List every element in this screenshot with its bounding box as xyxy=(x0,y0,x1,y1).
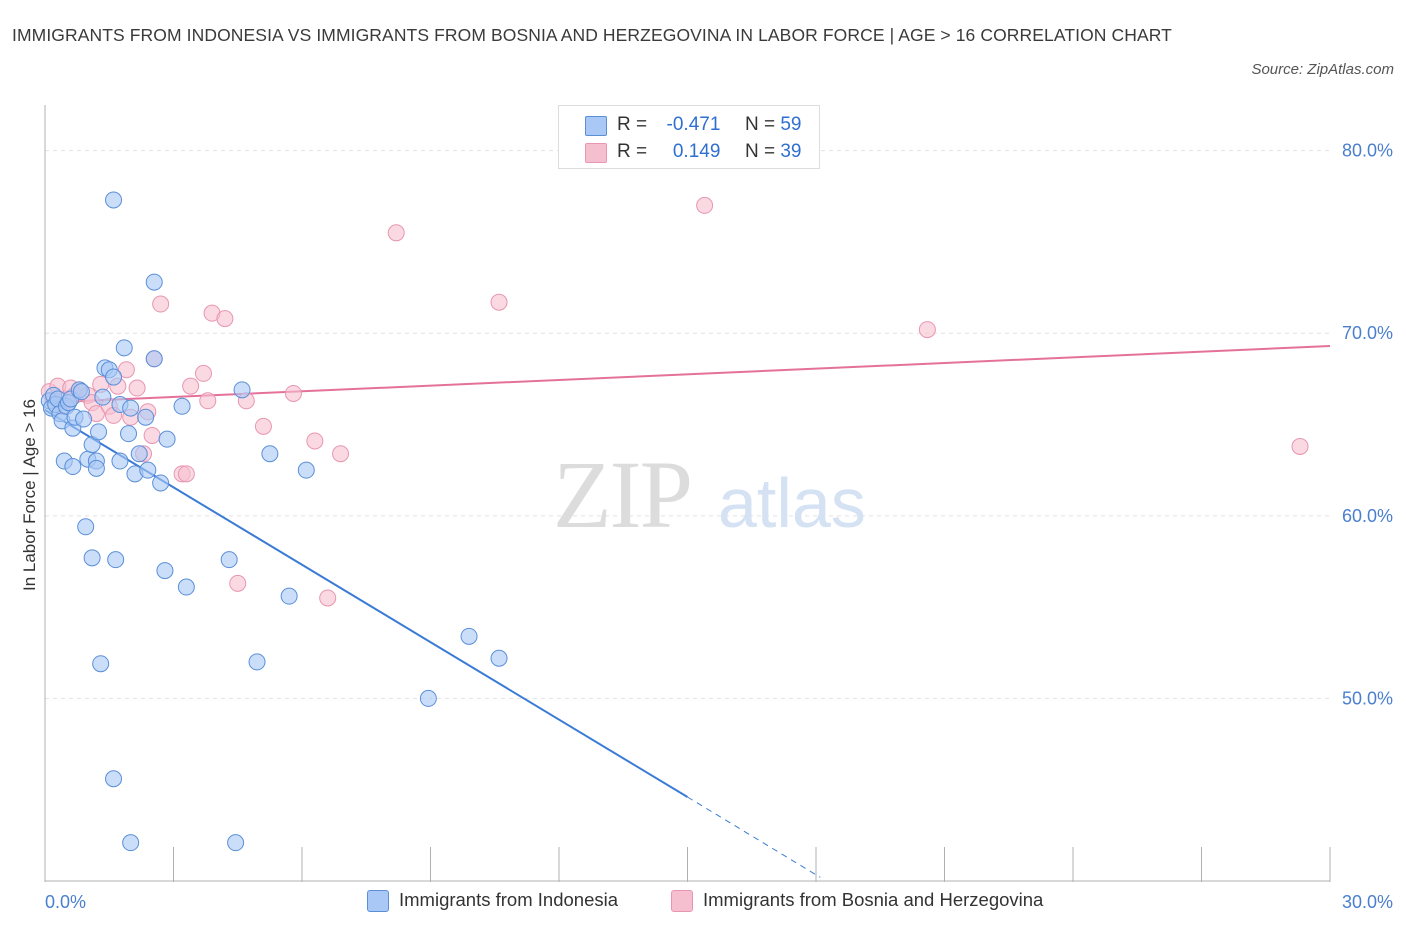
point-indonesia xyxy=(83,549,101,567)
n-label: N = xyxy=(744,141,776,162)
point-bosnia xyxy=(117,361,135,379)
point-indonesia xyxy=(280,587,298,605)
x-tick-label: 0.0% xyxy=(45,892,86,912)
point-indonesia xyxy=(87,459,105,477)
n-label: N = xyxy=(744,114,776,135)
y-tick-label: 80.0% xyxy=(1342,141,1393,161)
point-indonesia xyxy=(77,518,95,536)
point-bosnia xyxy=(216,310,234,328)
point-bosnia xyxy=(306,432,324,450)
r-value: 0.149 xyxy=(672,141,721,162)
point-indonesia xyxy=(130,445,148,463)
point-indonesia xyxy=(460,627,478,645)
point-indonesia xyxy=(227,834,245,852)
point-indonesia xyxy=(158,430,176,448)
point-bosnia xyxy=(332,445,350,463)
point-bosnia xyxy=(387,224,405,242)
watermark: ZIP atlas xyxy=(553,441,866,548)
y-tick-label: 50.0% xyxy=(1342,688,1393,708)
point-indonesia xyxy=(122,834,140,852)
y-tick-label: 70.0% xyxy=(1342,323,1393,343)
r-label: R = xyxy=(617,141,648,162)
n-value: 39 xyxy=(780,141,802,162)
point-bosnia xyxy=(194,364,212,382)
point-indonesia xyxy=(261,445,279,463)
stats-legend: R = -0.471 N = 59 R = 0.149 N = 39 xyxy=(558,105,820,169)
point-indonesia xyxy=(64,458,82,476)
point-bosnia xyxy=(182,377,200,395)
point-bosnia xyxy=(199,392,217,410)
point-indonesia xyxy=(139,461,157,479)
point-indonesia xyxy=(94,388,112,406)
point-indonesia xyxy=(90,423,108,441)
point-indonesia xyxy=(145,350,163,368)
grid-lines xyxy=(45,150,1330,699)
data-points xyxy=(40,191,1309,852)
legend-swatch-pink xyxy=(585,143,607,163)
point-indonesia xyxy=(419,689,437,707)
point-indonesia xyxy=(177,578,195,596)
point-indonesia xyxy=(233,381,251,399)
point-indonesia xyxy=(105,368,123,386)
legend-label: Immigrants from Indonesia xyxy=(399,889,619,910)
point-indonesia xyxy=(105,770,123,788)
point-indonesia xyxy=(115,339,133,357)
point-indonesia xyxy=(105,191,123,209)
point-bosnia xyxy=(918,321,936,339)
point-bosnia xyxy=(128,379,146,397)
point-indonesia xyxy=(173,397,191,415)
legend-swatch-pink xyxy=(671,890,693,912)
point-indonesia xyxy=(107,551,125,569)
legend-swatch-blue xyxy=(585,116,607,136)
source-credit: Source: ZipAtlas.com xyxy=(1251,61,1394,78)
point-bosnia xyxy=(284,384,302,402)
point-indonesia xyxy=(145,273,163,291)
point-bosnia xyxy=(143,426,161,444)
point-bosnia xyxy=(254,417,272,435)
point-bosnia xyxy=(229,574,247,592)
point-indonesia xyxy=(490,649,508,667)
point-indonesia xyxy=(92,655,110,673)
point-indonesia xyxy=(152,474,170,492)
legend-swatch-blue xyxy=(367,890,389,912)
x-tick-label: 30.0% xyxy=(1342,892,1393,912)
point-indonesia xyxy=(248,653,266,671)
watermark-zip: ZIP xyxy=(553,441,691,548)
point-indonesia xyxy=(156,562,174,580)
r-value: -0.471 xyxy=(666,114,721,135)
chart-title: IMMIGRANTS FROM INDONESIA VS IMMIGRANTS … xyxy=(12,25,1172,45)
point-indonesia xyxy=(220,551,238,569)
r-label: R = xyxy=(617,114,648,135)
point-bosnia xyxy=(319,589,337,607)
point-bosnia xyxy=(490,293,508,311)
point-bosnia xyxy=(177,465,195,483)
point-indonesia xyxy=(72,383,90,401)
point-indonesia xyxy=(297,461,315,479)
watermark-atlas: atlas xyxy=(718,464,866,542)
tick-labels: 50.0% 60.0% 70.0% 80.0% 0.0% 30.0% xyxy=(45,141,1393,912)
point-indonesia xyxy=(122,399,140,417)
point-indonesia xyxy=(137,408,155,426)
point-bosnia xyxy=(1291,437,1309,455)
trend-line-bosnia xyxy=(44,345,1331,404)
n-value: 59 xyxy=(780,114,802,135)
trend-line-indonesia-extrapolated xyxy=(687,796,821,878)
trend-lines xyxy=(44,345,1331,878)
point-bosnia xyxy=(152,295,170,313)
legend-label: Immigrants from Bosnia and Herzegovina xyxy=(703,889,1044,910)
point-indonesia xyxy=(111,452,129,470)
y-tick-label: 60.0% xyxy=(1342,506,1393,526)
point-indonesia xyxy=(120,425,138,443)
axes xyxy=(44,105,1331,882)
point-bosnia xyxy=(696,196,714,214)
point-indonesia xyxy=(75,410,93,428)
